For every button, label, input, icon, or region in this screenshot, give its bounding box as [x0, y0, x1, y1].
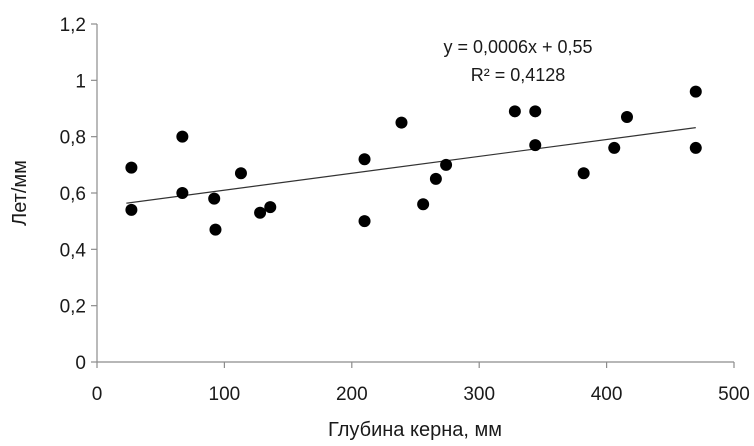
data-point [429, 172, 442, 185]
y-tick-label: 0,2 [60, 297, 86, 318]
y-tick-label: 1,2 [60, 15, 86, 36]
x-tick-label: 0 [92, 384, 103, 405]
y-axis-title: Лет/мм [9, 160, 31, 226]
data-point [208, 192, 221, 205]
data-point [529, 139, 542, 152]
y-tick-label: 1 [75, 71, 86, 92]
data-point [608, 141, 621, 154]
x-tick-label: 300 [463, 384, 495, 405]
data-point [209, 223, 222, 236]
data-point [689, 85, 702, 98]
data-point [689, 141, 702, 154]
y-tick-label: 0,6 [60, 184, 86, 205]
y-tick-label: 0,4 [60, 240, 87, 261]
data-point [125, 161, 138, 174]
data-point [508, 105, 521, 118]
data-points [125, 85, 702, 236]
r-squared-label: R² = 0,4128 [471, 65, 566, 85]
data-point [125, 203, 138, 216]
x-tick-label: 100 [209, 384, 241, 405]
data-point [176, 187, 189, 199]
data-point [395, 116, 408, 129]
data-point [264, 201, 277, 214]
data-point [620, 110, 633, 123]
data-point [440, 158, 453, 171]
data-point [358, 153, 371, 166]
data-point [176, 130, 189, 143]
trendline-equation: y = 0,0006x + 0,55 [443, 37, 592, 57]
y-tick-label: 0,8 [60, 128, 86, 149]
x-tick-label: 200 [336, 384, 368, 405]
x-tick-label: 500 [718, 384, 750, 405]
data-point [234, 167, 247, 180]
x-tick-label: 400 [591, 384, 623, 405]
y-tick-label: 0 [75, 353, 86, 374]
x-axis-title: Глубина керна, мм [328, 419, 502, 441]
data-point [577, 167, 590, 180]
data-point [529, 105, 542, 118]
data-point [417, 198, 430, 211]
trendline [126, 127, 696, 204]
data-point [254, 206, 267, 219]
data-point [358, 215, 371, 228]
x-axis-ticks: 0 100 200 300 400 500 [92, 362, 750, 405]
y-axis-ticks: 0 0,2 0,4 0,6 0,8 1 1,2 [60, 15, 97, 374]
